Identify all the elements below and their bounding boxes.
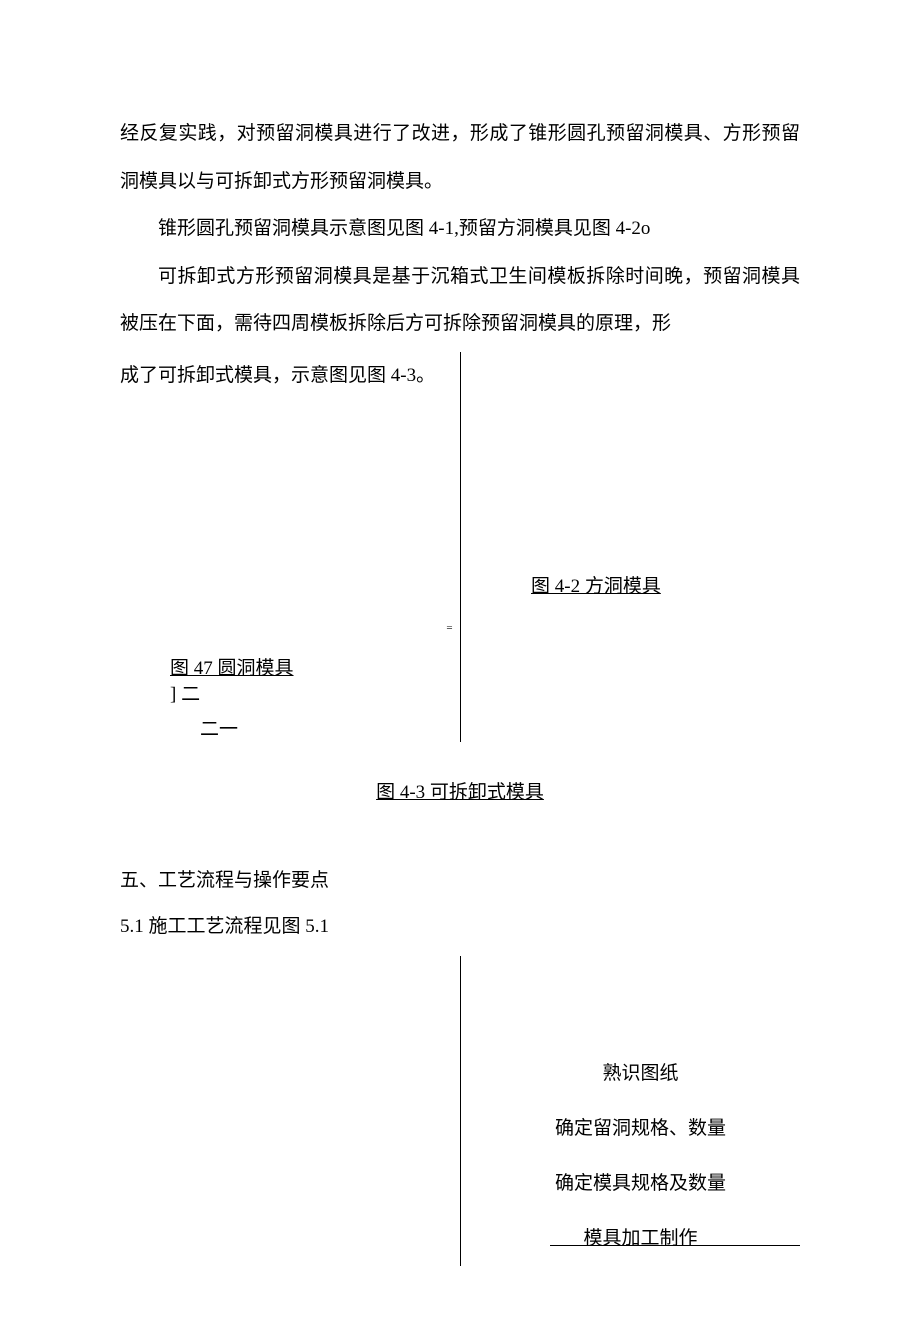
section-5-title: 五、工艺流程与操作要点 — [120, 858, 800, 904]
bottom-horizontal-rule — [550, 1245, 800, 1246]
flow-step-1: 熟识图纸 — [481, 1046, 800, 1101]
flow-list: 熟识图纸 确定留洞规格、数量 确定模具规格及数量 模具加工制作 — [460, 956, 800, 1266]
document-page: 经反复实践，对预留洞模具进行了改进，形成了锥形圆孔预留洞模具、方形预留洞模具以与… — [0, 0, 920, 1326]
section-5: 五、工艺流程与操作要点 5.1 施工工艺流程见图 5.1 — [120, 858, 800, 949]
paragraph-3: 可拆卸式方形预留洞模具是基于沉箱式卫生间模板拆除时间晚，预留洞模具被压在下面，需… — [120, 253, 800, 348]
paragraph-4: 成了可拆卸式模具，示意图见图 4-3。 — [120, 352, 450, 400]
flow-area: 熟识图纸 确定留洞规格、数量 确定模具规格及数量 模具加工制作 — [120, 956, 800, 1266]
section-5-1: 5.1 施工工艺流程见图 5.1 — [120, 904, 800, 950]
figure-caption-43-text: 图 4-3 可拆卸式模具 — [376, 782, 544, 803]
figure-caption-42: 图 4-2 方洞模具 — [531, 572, 800, 602]
figure-caption-43: 图 4-3 可拆卸式模具 — [120, 778, 800, 808]
flow-left-spacer — [120, 956, 460, 1266]
two-column-block: 成了可拆卸式模具，示意图见图 4-3。 图 47 圆洞模具 ] 二 二一 = 图… — [120, 352, 800, 742]
figure-caption-47: 图 47 圆洞模具 — [170, 654, 450, 684]
equals-symbol: = — [446, 620, 452, 638]
left-column: 成了可拆卸式模具，示意图见图 4-3。 图 47 圆洞模具 ] 二 二一 — [120, 352, 460, 742]
paragraph-1: 经反复实践，对预留洞模具进行了改进，形成了锥形圆孔预留洞模具、方形预留洞模具以与… — [120, 110, 800, 205]
paragraph-2: 锥形圆孔预留洞模具示意图见图 4-1,预留方洞模具见图 4-2o — [120, 205, 800, 253]
flow-step-2: 确定留洞规格、数量 — [481, 1101, 800, 1156]
symbol-line-1: ] 二 — [170, 684, 450, 707]
flow-step-3: 确定模具规格及数量 — [481, 1156, 800, 1211]
flow-step-4: 模具加工制作 — [481, 1211, 800, 1266]
right-column: 图 4-2 方洞模具 — [460, 352, 800, 742]
symbol-line-2: 二一 — [200, 719, 450, 742]
